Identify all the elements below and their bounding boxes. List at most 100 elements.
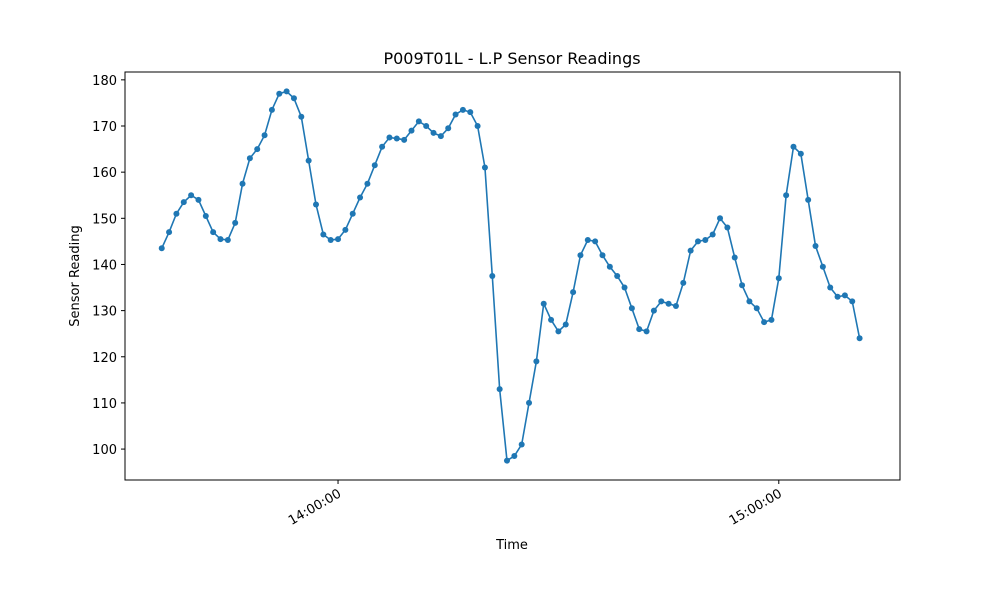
data-point: [445, 125, 452, 132]
data-point: [746, 298, 753, 305]
data-point: [621, 284, 628, 291]
data-point: [210, 229, 217, 236]
data-point: [239, 180, 246, 187]
data-point: [166, 229, 173, 236]
data-point: [489, 273, 496, 279]
data-point: [290, 95, 297, 102]
y-tick-label: 160: [92, 166, 117, 181]
data-point: [606, 263, 613, 270]
data-point: [636, 326, 643, 333]
data-point: [819, 263, 826, 270]
data-point: [709, 231, 716, 238]
data-point: [342, 226, 349, 233]
data-point: [694, 238, 701, 245]
y-tick-label: 110: [92, 397, 117, 412]
data-point: [415, 118, 422, 125]
data-point: [298, 113, 305, 120]
data-point: [357, 194, 364, 201]
chart-title: P009T01L - L.P Sensor Readings: [383, 49, 640, 68]
data-point: [672, 303, 679, 309]
data-point: [724, 224, 731, 231]
x-axis-label: Time: [495, 538, 528, 553]
data-point: [173, 210, 180, 217]
data-point: [717, 215, 724, 222]
data-point: [312, 201, 319, 208]
data-point: [599, 252, 606, 259]
data-point: [592, 238, 599, 245]
data-point: [261, 132, 268, 139]
data-point: [841, 292, 848, 299]
data-point: [195, 196, 202, 203]
data-point: [202, 213, 209, 219]
data-point: [276, 90, 283, 97]
data-point: [533, 358, 540, 365]
data-point: [614, 273, 621, 279]
data-point: [481, 164, 488, 171]
data-point: [562, 321, 569, 328]
data-point: [503, 457, 510, 464]
plot-frame: [124, 71, 901, 481]
x-tick-label: 15:00:00: [727, 486, 785, 528]
data-point: [856, 335, 863, 342]
data-point: [584, 237, 591, 243]
data-point: [320, 231, 327, 238]
y-tick-label: 170: [92, 120, 117, 135]
data-point: [775, 275, 782, 282]
y-tick-label: 150: [92, 212, 117, 227]
data-point: [217, 236, 224, 243]
data-point: [386, 134, 393, 141]
y-tick-label: 180: [92, 74, 117, 89]
data-point: [224, 237, 231, 243]
data-point: [834, 293, 841, 300]
data-point: [761, 319, 768, 326]
data-point: [511, 453, 518, 459]
data-point: [371, 162, 378, 169]
data-point: [570, 289, 577, 296]
data-point: [349, 210, 356, 217]
data-point: [158, 245, 165, 252]
data-point: [305, 157, 312, 164]
data-point: [650, 307, 657, 314]
data-point: [702, 237, 709, 243]
series-line: [161, 90, 861, 462]
data-point: [797, 150, 804, 157]
data-point: [430, 129, 437, 136]
data-point: [540, 300, 547, 307]
data-point: [577, 252, 584, 259]
data-point: [408, 127, 415, 134]
y-axis-label: Sensor Reading: [68, 225, 83, 326]
data-point: [467, 109, 474, 116]
data-point: [518, 441, 525, 448]
y-tick-label: 130: [92, 305, 117, 320]
data-point: [327, 237, 334, 243]
data-point: [827, 284, 834, 291]
data-point: [658, 298, 665, 305]
data-point: [665, 300, 672, 307]
data-point: [783, 192, 790, 199]
data-point: [628, 305, 635, 312]
data-point: [459, 106, 466, 113]
data-point: [335, 236, 342, 243]
data-point: [643, 328, 650, 335]
data-point: [812, 243, 819, 249]
data-point: [548, 316, 555, 323]
y-tick-label: 140: [92, 258, 117, 273]
y-tick-label: 100: [92, 443, 117, 458]
data-point: [423, 123, 430, 129]
y-tick-label: 120: [92, 351, 117, 366]
data-point: [232, 219, 239, 226]
data-point: [393, 135, 400, 142]
data-point: [496, 386, 503, 393]
data-point: [526, 399, 533, 406]
data-point: [283, 88, 290, 95]
data-point: [452, 111, 459, 118]
data-point: [364, 180, 371, 187]
data-point: [188, 192, 195, 199]
data-point: [790, 143, 797, 150]
data-point: [268, 106, 275, 113]
data-point: [849, 298, 856, 305]
data-point: [687, 247, 694, 254]
data-point: [555, 328, 562, 335]
data-point: [753, 305, 760, 312]
